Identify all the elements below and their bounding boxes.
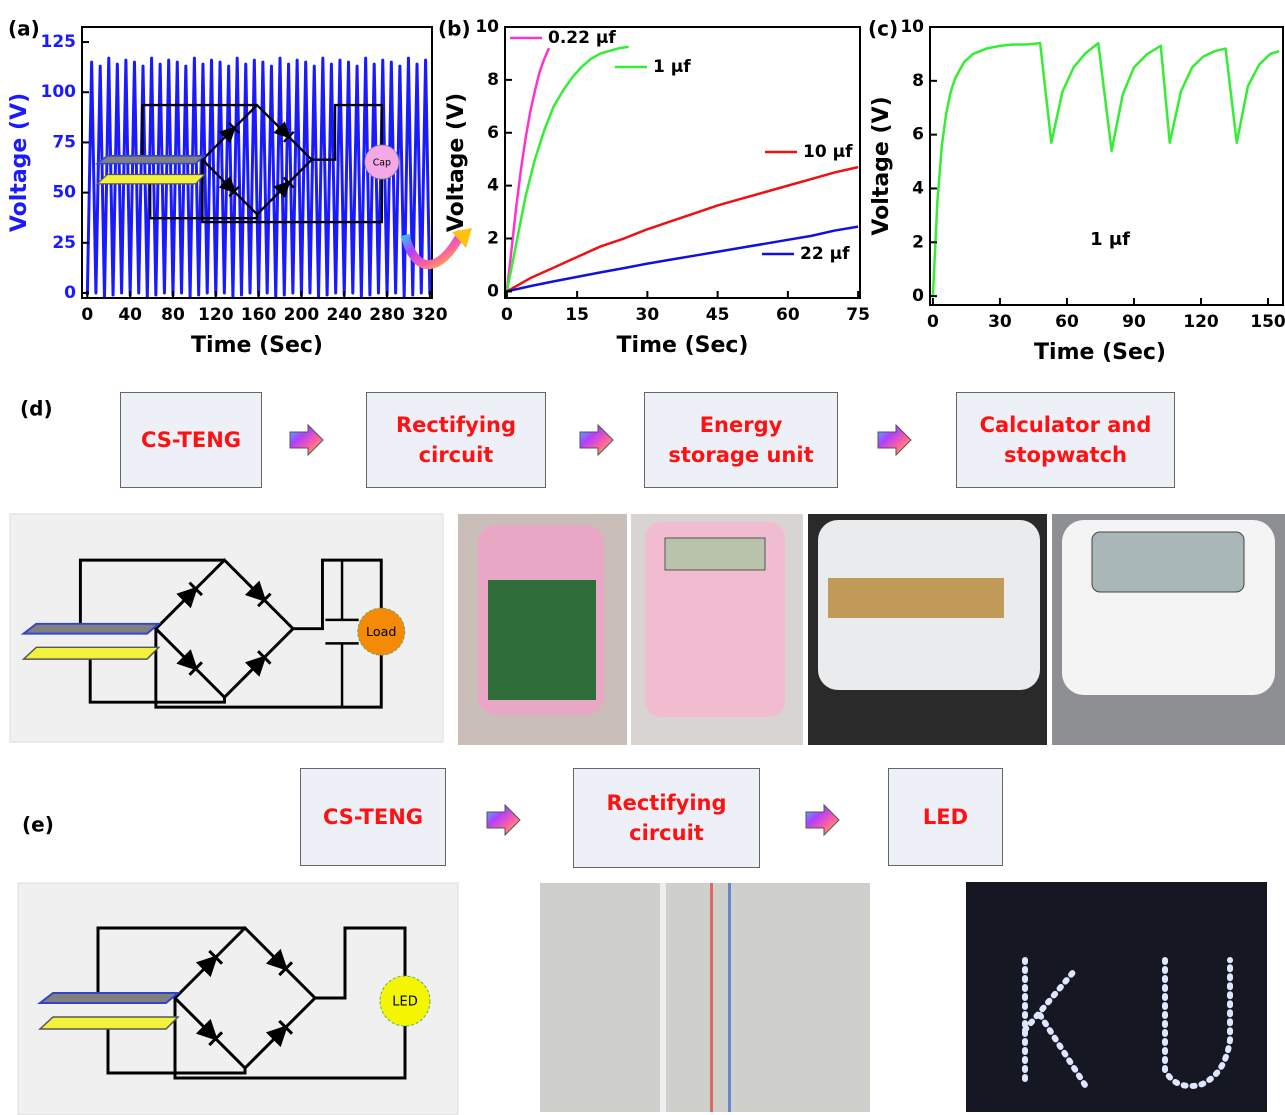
y-tick-label: 100 [41,82,77,102]
y-tick-label: 4 [487,176,499,196]
flow-box: CS-TENG [120,392,262,488]
x-tick-label: 120 [1183,312,1219,332]
photo-detail [828,578,1004,618]
x-axis-title: Time (Sec) [617,333,749,358]
x-tick-label: 75 [846,305,870,325]
photo [540,883,870,1112]
y-axis-title: Voltage (V) [869,96,894,235]
x-axis-title: Time (Sec) [1034,340,1166,365]
y-tick-label: 2 [912,232,924,252]
x-tick-label: 40 [118,305,142,325]
x-tick-label: 15 [565,305,589,325]
x-tick-label: 60 [776,305,800,325]
flow-box: Calculator and stopwatch [956,392,1175,488]
y-tick-label: 8 [487,70,499,90]
panel-label: (d) [20,397,53,421]
panel-label: (c) [868,17,898,41]
y-tick-label: 6 [487,123,499,143]
flow-arrow [290,425,323,455]
legend-label: 22 μf [800,244,850,264]
flow-arrow [878,425,911,455]
figure-canvas: 040801201602002402803200255075100125Time… [0,0,1285,1115]
x-tick-label: 0 [501,305,513,325]
flow-box: LED [888,768,1003,866]
x-tick-label: 200 [284,305,320,325]
y-tick-label: 10 [475,17,499,37]
x-tick-label: 320 [412,305,448,325]
photo-detail [665,538,765,570]
circuit-label: LED [392,995,417,1010]
x-tick-label: 120 [198,305,234,325]
photo-detail [1092,532,1244,592]
y-axis-title: Voltage (V) [7,93,32,232]
x-tick-label: 0 [927,312,939,332]
x-axis-title: Time (Sec) [191,333,323,358]
flow-arrow [580,425,613,455]
x-tick-label: 150 [1250,312,1285,332]
x-tick-label: 160 [241,305,277,325]
x-tick-label: 30 [988,312,1012,332]
y-axis-title: Voltage (V) [444,93,469,232]
y-tick-label: 50 [52,183,76,203]
flow-arrow [487,805,520,835]
y-tick-label: 0 [912,286,924,306]
figure: 040801201602002402803200255075100125Time… [0,0,1285,1115]
panel-label: (a) [8,17,40,41]
flow-arrow [806,805,839,835]
y-tick-label: 8 [912,71,924,91]
photo [966,882,1267,1112]
y-tick-label: 25 [52,233,76,253]
panel-label: (b) [438,17,471,41]
x-tick-label: 60 [1055,312,1079,332]
circuit-label: Cap [373,157,391,168]
y-tick-label: 2 [487,229,499,249]
plot-frame [930,27,1283,305]
legend-label: 1 μf [653,57,691,77]
flow-box: CS-TENG [300,768,446,866]
photo-detail [660,883,666,1112]
x-tick-label: 240 [326,305,362,325]
x-tick-label: 280 [369,305,405,325]
photo-detail [728,883,731,1112]
y-tick-label: 10 [900,17,924,37]
flow-box: Rectifying circuit [573,768,760,868]
y-tick-label: 75 [52,132,76,152]
flow-box: Energy storage unit [644,392,838,488]
y-tick-label: 125 [41,32,77,52]
panel-label: (e) [22,813,54,837]
photo-detail [710,883,713,1112]
y-tick-label: 0 [64,283,76,303]
circuit-label: Load [366,625,397,640]
flow-box: Rectifying circuit [366,392,546,488]
y-tick-label: 6 [912,125,924,145]
x-tick-label: 45 [706,305,730,325]
x-tick-label: 30 [636,305,660,325]
annotation: 1 μf [1090,229,1130,250]
legend-label: 0.22 μf [548,28,616,48]
x-tick-label: 0 [81,305,93,325]
photo-detail [488,580,596,700]
legend-label: 10 μf [803,142,853,162]
x-tick-label: 80 [161,305,185,325]
x-tick-label: 90 [1122,312,1146,332]
y-tick-label: 4 [912,178,924,198]
y-tick-label: 0 [487,281,499,301]
